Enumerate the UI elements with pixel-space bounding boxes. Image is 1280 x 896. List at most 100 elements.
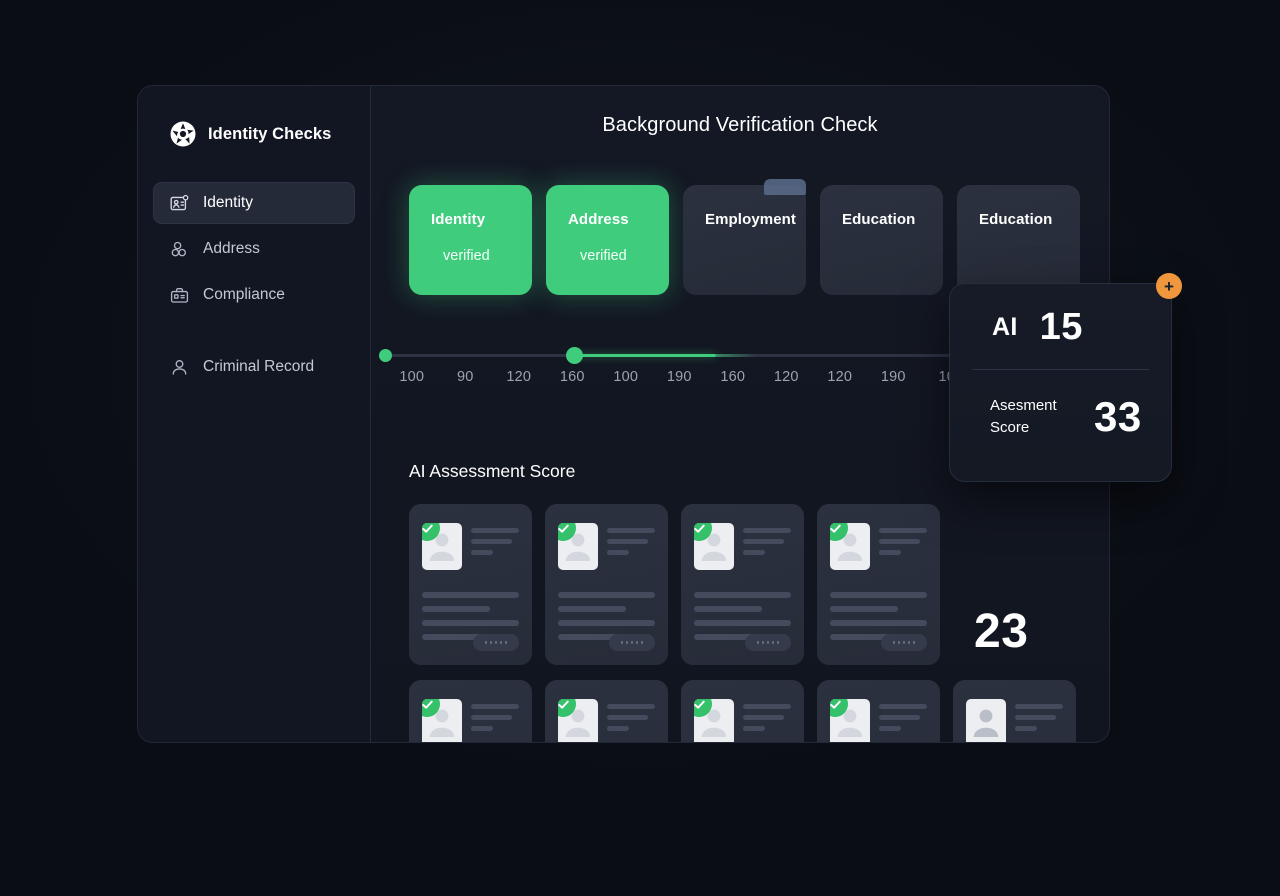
ai-panel-top-row: AI 15	[972, 306, 1149, 349]
slider-tick-row: 100 90 120 160 100 190 160 120 120 190 1…	[385, 369, 1005, 385]
avatar-icon	[563, 705, 593, 742]
person-card[interactable]	[409, 680, 532, 742]
avatar-icon	[563, 529, 593, 566]
person-card-row-1	[409, 504, 1109, 665]
person-card-body-lines	[558, 592, 655, 640]
person-card-body-lines	[830, 592, 927, 640]
slider-tick: 100	[613, 369, 639, 385]
avatar	[558, 699, 598, 742]
person-card[interactable]	[409, 504, 532, 665]
status-card-title: Address	[568, 211, 629, 228]
sidebar-item-criminal-record[interactable]: Criminal Record	[153, 346, 355, 388]
sidebar-item-label: Criminal Record	[203, 358, 315, 375]
check-circle-icon	[558, 699, 576, 717]
avatar	[694, 699, 734, 742]
slider-tick: 190	[666, 369, 692, 385]
person-card[interactable]	[681, 504, 804, 665]
avatar	[422, 523, 462, 570]
avatar	[694, 523, 734, 570]
check-circle-icon	[422, 523, 440, 541]
main-content: Background Verification Check Identity v…	[371, 86, 1109, 742]
person-card[interactable]	[817, 504, 940, 665]
person-card[interactable]	[681, 680, 804, 742]
ai-panel-divider	[972, 369, 1149, 370]
ai-label: AI	[992, 313, 1018, 341]
sidebar-nav: Identity Address	[138, 182, 370, 388]
slider-tick: 160	[720, 369, 746, 385]
ai-panel-bottom-row: Asesment Score 33	[972, 393, 1149, 441]
person-card[interactable]	[953, 680, 1076, 742]
status-card-title: Education	[842, 211, 916, 228]
status-card-title: Education	[979, 211, 1053, 228]
status-card-title: Identity	[431, 211, 486, 228]
slider-tick: 120	[827, 369, 853, 385]
person-card-meta-lines	[607, 523, 655, 570]
person-card-meta-lines	[607, 699, 655, 742]
slider-track[interactable]	[378, 347, 1005, 364]
check-circle-icon	[694, 523, 712, 541]
corner-tab-accent	[764, 179, 806, 195]
sidebar-item-compliance[interactable]: Compliance	[153, 274, 355, 316]
sidebar-item-label: Identity	[203, 194, 253, 211]
sidebar-item-label: Address	[203, 240, 260, 257]
check-circle-icon	[830, 523, 848, 541]
plus-icon[interactable]: +	[1156, 273, 1182, 299]
person-card-meta-lines	[879, 699, 927, 742]
range-slider[interactable]: 100 90 120 160 100 190 160 120 120 190 1…	[378, 347, 1005, 385]
person-card[interactable]	[545, 680, 668, 742]
slider-thumb-end[interactable]	[565, 347, 583, 364]
nav-spacer	[153, 316, 355, 346]
check-circle-icon	[694, 699, 712, 717]
person-card[interactable]	[817, 680, 940, 742]
status-card-strip: Identity verified Address verified Emplo…	[409, 179, 1080, 295]
assessment-score-value: 33	[1094, 393, 1142, 440]
person-card-header	[558, 699, 655, 742]
sidebar-item-identity[interactable]: Identity	[153, 182, 355, 224]
contacts-icon	[169, 239, 190, 260]
person-card-action-pill[interactable]	[745, 634, 791, 651]
person-card-header	[694, 699, 791, 742]
person-card-meta-lines	[1015, 699, 1063, 742]
avatar	[830, 523, 870, 570]
slider-thumb-start[interactable]	[378, 349, 392, 362]
status-card-identity[interactable]: Identity verified	[409, 185, 532, 295]
person-card-header	[558, 523, 655, 570]
sidebar-item-address[interactable]: Address	[153, 228, 355, 270]
brand: Identity Checks	[138, 114, 370, 154]
status-card-address[interactable]: Address verified	[546, 185, 669, 295]
slider-fill	[574, 354, 716, 357]
person-card-body-lines	[694, 592, 791, 640]
status-card-status: verified	[580, 248, 627, 264]
check-circle-icon	[558, 523, 576, 541]
assessment-score-label: Asesment Score	[990, 397, 1057, 436]
person-card-meta-lines	[471, 699, 519, 742]
status-card-education-2[interactable]: Education	[957, 185, 1080, 295]
section-heading: AI Assessment Score	[409, 461, 576, 481]
person-card-header	[966, 699, 1063, 742]
person-card-header	[694, 523, 791, 570]
avatar	[422, 699, 462, 742]
person-card-action-pill[interactable]	[609, 634, 655, 651]
status-card-title: Employment	[705, 211, 797, 228]
avatar-icon	[971, 705, 1001, 742]
person-card[interactable]	[545, 504, 668, 665]
person-card-meta-lines	[471, 523, 519, 570]
ai-value: 15	[1039, 306, 1083, 348]
avatar-icon	[835, 705, 865, 742]
person-card-action-pill[interactable]	[473, 634, 519, 651]
avatar-icon	[699, 705, 729, 742]
person-card-header	[422, 523, 519, 570]
person-card-row-2	[409, 680, 1109, 742]
person-card-header	[830, 699, 927, 742]
person-card-meta-lines	[879, 523, 927, 570]
slider-tick: 120	[506, 369, 532, 385]
slider-tick: 190	[880, 369, 906, 385]
avatar	[830, 699, 870, 742]
status-card-status: verified	[443, 248, 490, 264]
status-card-education-1[interactable]: Education	[820, 185, 943, 295]
person-card-action-pill[interactable]	[881, 634, 927, 651]
user-icon	[169, 357, 190, 378]
ai-score-panel: + AI 15 Asesment Score 33	[949, 273, 1182, 482]
status-card-employment[interactable]: Employment	[683, 179, 806, 295]
